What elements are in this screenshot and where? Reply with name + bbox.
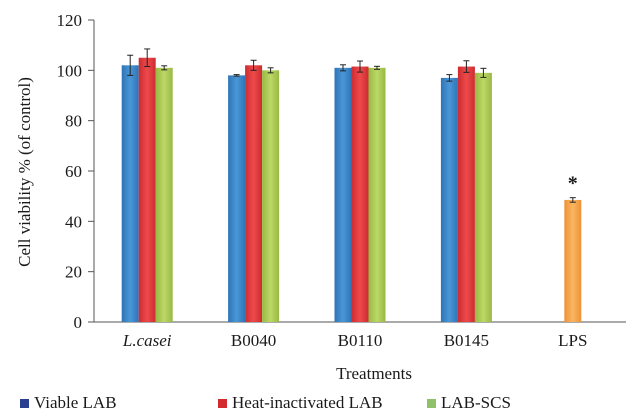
significance-marker: * bbox=[568, 173, 578, 195]
bar bbox=[368, 67, 386, 322]
y-axis-title: Cell viability % (of control) bbox=[15, 77, 34, 267]
y-tick-label: 40 bbox=[65, 212, 82, 231]
y-axis: 0 20 40 60 80 100 120 bbox=[57, 11, 95, 332]
y-tick-label: 60 bbox=[65, 162, 82, 181]
legend-swatch bbox=[20, 399, 29, 408]
bar bbox=[138, 57, 156, 322]
bar bbox=[351, 66, 369, 322]
bar bbox=[440, 77, 458, 322]
legend-swatch bbox=[218, 399, 227, 408]
y-tick-label: 20 bbox=[65, 263, 82, 282]
x-tick-label: B0110 bbox=[338, 331, 383, 350]
legend-label: Heat-inactivated LAB bbox=[232, 393, 383, 412]
bars: * bbox=[121, 48, 582, 323]
legend-label: Viable LAB bbox=[34, 393, 117, 412]
bar bbox=[457, 66, 475, 322]
bar bbox=[245, 65, 263, 323]
x-tick-label: B0145 bbox=[444, 331, 489, 350]
legend: Viable LAB Heat-inactivated LAB LAB-SCS bbox=[20, 393, 511, 412]
x-axis: L.casei B0040 B0110 B0145 LPS bbox=[94, 321, 626, 350]
y-tick-label: 0 bbox=[74, 313, 83, 332]
x-tick-label: B0040 bbox=[231, 331, 276, 350]
bar bbox=[262, 70, 280, 322]
bar bbox=[474, 72, 492, 322]
y-tick-label: 100 bbox=[57, 61, 83, 80]
bar bbox=[564, 199, 582, 322]
y-tick-label: 80 bbox=[65, 112, 82, 131]
y-tick-label: 120 bbox=[57, 11, 83, 30]
x-tick-label: LPS bbox=[558, 331, 587, 350]
bar bbox=[121, 65, 139, 323]
bar bbox=[228, 75, 246, 322]
legend-label: LAB-SCS bbox=[441, 393, 511, 412]
x-tick-label: L.casei bbox=[122, 331, 172, 350]
bar bbox=[155, 67, 173, 322]
x-axis-title: Treatments bbox=[336, 364, 412, 383]
bar bbox=[334, 67, 352, 322]
legend-swatch bbox=[427, 399, 436, 408]
